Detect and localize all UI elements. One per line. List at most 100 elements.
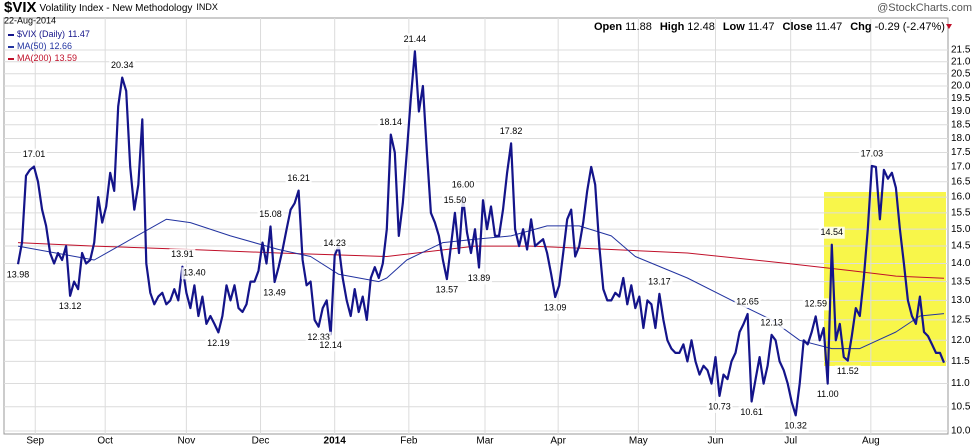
date: 22-Aug-2014 (4, 15, 56, 25)
quote-value: 11.88 (625, 21, 652, 33)
annotation-bg (433, 284, 460, 297)
y-tick-label: 11.5 (951, 356, 970, 367)
y-tick-label: 16.5 (951, 176, 971, 187)
legend-value: 11.47 (68, 29, 90, 39)
quote-value: 11.47 (816, 21, 843, 33)
annotation-bg (57, 300, 84, 313)
annotation: 12.14 (319, 340, 342, 350)
x-tick-label: Mar (476, 436, 494, 447)
annotation-bg (257, 208, 284, 221)
series-line (17, 218, 945, 350)
y-tick-label: 19.0 (951, 106, 971, 117)
quote: Open 11.88 High 12.48 Low 11.47 Close 11.47 Chg -… (594, 21, 945, 33)
annotation-bg (738, 406, 765, 419)
annotation-bg (814, 388, 841, 401)
y-tick-label: 12.5 (951, 315, 971, 326)
y-tick-label: 18.0 (951, 133, 971, 144)
y-tick-label: 10.5 (951, 401, 971, 412)
source: @StockCharts.com (877, 2, 972, 14)
annotation: 13.89 (468, 273, 491, 283)
annotation: 15.08 (259, 209, 282, 219)
annotation: 17.82 (500, 126, 523, 136)
annotation-bg (321, 237, 348, 250)
annotation-bg (498, 125, 525, 138)
exchange: INDX (196, 2, 218, 12)
annotation: 13.98 (7, 270, 30, 280)
down-arrow (946, 24, 952, 29)
y-tick-label: 17.0 (951, 162, 971, 173)
y-tick-label: 21.0 (951, 56, 971, 67)
quote-label: High (660, 21, 685, 33)
legend-value: 12.66 (50, 41, 73, 51)
annotation: 10.32 (784, 421, 807, 431)
x-tick-label: Aug (862, 436, 880, 447)
x-tick-label: Feb (400, 436, 418, 447)
annotation-bg (818, 226, 845, 239)
legend-entry: MA(200) 13.59 (17, 53, 77, 63)
legend-entry: $VIX (Daily) 11.47 (17, 29, 90, 39)
annotation: 12.65 (736, 296, 759, 306)
annotation: 16.21 (287, 173, 310, 183)
annotation-bg (181, 267, 208, 280)
annotation-bg (834, 365, 861, 378)
x-tick-label: May (629, 436, 648, 447)
series-line (16, 50, 946, 417)
x-tick-label: Jun (707, 436, 723, 447)
y-tick-label: 21.5 (951, 45, 971, 56)
x-tick-label: Apr (550, 436, 566, 447)
y-tick-label: 19.5 (951, 93, 971, 104)
x-tick-label: Oct (97, 436, 113, 447)
annotation-bg (542, 301, 569, 314)
x-tick-label: 2014 (324, 436, 347, 447)
annotation-bg (441, 194, 468, 207)
annotation: 12.33 (307, 332, 330, 342)
annotation: 13.91 (171, 249, 194, 259)
quote-label: Close (783, 21, 813, 33)
annotation: 17.01 (23, 149, 46, 159)
annotation: 13.12 (59, 301, 82, 311)
annotation: 21.44 (404, 34, 427, 44)
y-tick-label: 13.5 (951, 276, 971, 287)
y-tick-label: 20.0 (951, 81, 971, 92)
quote-label: Chg (850, 21, 871, 33)
x-tick-label: Nov (177, 436, 195, 447)
y-tick-label: 14.0 (951, 258, 971, 269)
annotation-bg (261, 286, 288, 299)
annotation-bg (734, 295, 761, 308)
annotation-bg (465, 272, 492, 285)
quote-label: Low (723, 21, 745, 33)
y-tick-label: 16.0 (951, 192, 971, 203)
legend-name: MA(50) (17, 41, 47, 51)
annotation-bg (169, 248, 196, 261)
legend-value: 13.59 (55, 53, 78, 63)
annotation-bg (401, 33, 428, 46)
annotation: 17.03 (861, 148, 884, 158)
quote-label: Open (594, 21, 622, 33)
y-tick-label: 12.0 (951, 335, 971, 346)
annotation: 13.40 (183, 268, 206, 278)
annotation-bg (377, 116, 404, 129)
annotation: 12.59 (804, 299, 827, 309)
x-tick-label: Sep (26, 436, 44, 447)
annotation: 13.49 (263, 287, 286, 297)
annotation: 18.14 (380, 117, 403, 127)
annotation: 16.00 (452, 179, 475, 189)
annotation-bg (109, 59, 136, 72)
annotation: 13.57 (436, 284, 459, 294)
annotation: 14.54 (820, 227, 843, 237)
annotation: 12.19 (207, 338, 230, 348)
annotation-bg (646, 275, 673, 288)
annotation-bg (758, 316, 785, 329)
y-tick-label: 15.5 (951, 208, 971, 219)
annotation-bg (706, 400, 733, 413)
annotation: 10.61 (740, 407, 763, 417)
y-tick-label: 10.0 (951, 426, 971, 437)
legend-entry: MA(50) 12.66 (17, 41, 72, 51)
annotation-bg (5, 269, 31, 282)
annotation: 13.17 (648, 276, 671, 286)
legend-name: $VIX (Daily) (17, 29, 65, 39)
y-tick-label: 13.0 (951, 295, 971, 306)
symbol: $VIX (4, 0, 37, 16)
annotation-bg (317, 339, 344, 352)
